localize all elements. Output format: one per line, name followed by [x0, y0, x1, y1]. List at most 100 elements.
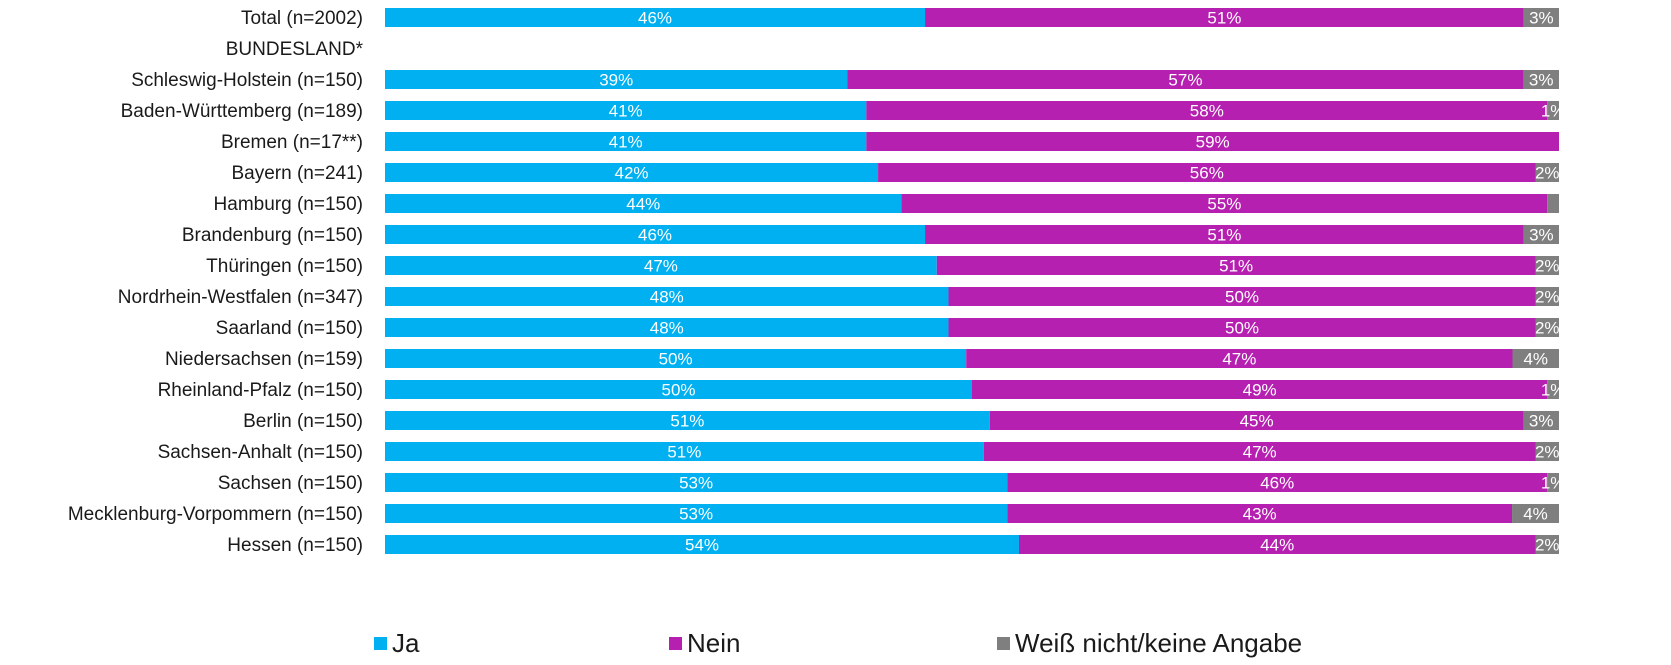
- bar-ja: [385, 442, 984, 461]
- bar-nein: [966, 349, 1513, 368]
- bar-ja: [385, 70, 848, 89]
- data-label-wei-nicht-keine-angabe: 2%: [1535, 257, 1560, 276]
- data-label-ja: 41%: [609, 133, 643, 152]
- bar-nein: [878, 163, 1536, 182]
- category-label: Saarland (n=150): [216, 318, 363, 339]
- category-label: Berlin (n=150): [243, 411, 363, 432]
- category-label: Hessen (n=150): [227, 535, 363, 556]
- bar-ja: [385, 411, 990, 430]
- bar-wei-nicht-keine-angabe: [1523, 411, 1559, 430]
- bar-nein: [925, 8, 1524, 27]
- legend: Ja Nein Weiß nicht/keine Angabe: [0, 628, 1671, 664]
- bar-wei-nicht-keine-angabe: [1547, 194, 1559, 213]
- data-label-wei-nicht-keine-angabe: 3%: [1529, 412, 1554, 431]
- legend-label-weiss-nicht: Weiß nicht/keine Angabe: [1015, 628, 1303, 658]
- category-label: Thüringen (n=150): [206, 256, 363, 277]
- data-label-ja: 51%: [667, 443, 701, 462]
- category-label: Hamburg (n=150): [214, 194, 363, 215]
- bar-ja: [385, 8, 926, 27]
- category-label: Niedersachsen (n=159): [165, 349, 363, 370]
- bar-wei-nicht-keine-angabe: [1535, 535, 1559, 554]
- bar-ja: [385, 101, 867, 120]
- bar-wei-nicht-keine-angabe: [1547, 473, 1559, 492]
- bar-ja: [385, 504, 1008, 523]
- bar-nein: [847, 70, 1524, 89]
- legend-swatch-weiss-nicht: [997, 637, 1010, 650]
- category-label: Brandenburg (n=150): [182, 225, 363, 246]
- bar-wei-nicht-keine-angabe: [1535, 287, 1559, 306]
- bar-wei-nicht-keine-angabe: [1523, 70, 1559, 89]
- bar-ja: [385, 132, 867, 151]
- legend-item-nein: Nein: [669, 628, 740, 659]
- data-label-nein: 51%: [1207, 226, 1241, 245]
- data-label-ja: 54%: [685, 536, 719, 555]
- data-label-wei-nicht-keine-angabe: 1%: [1541, 474, 1566, 493]
- bar-ja: [385, 225, 926, 244]
- data-label-nein: 47%: [1222, 350, 1256, 369]
- bar-nein: [948, 318, 1536, 337]
- bar-nein: [936, 256, 1536, 275]
- bar-wei-nicht-keine-angabe: [1535, 163, 1559, 182]
- bar-nein: [925, 225, 1524, 244]
- category-label: Rheinland-Pfalz (n=150): [158, 380, 363, 401]
- category-label: Schleswig-Holstein (n=150): [131, 70, 363, 91]
- category-label: Sachsen-Anhalt (n=150): [158, 442, 363, 463]
- bar-nein: [1018, 535, 1536, 554]
- data-label-nein: 50%: [1225, 319, 1259, 338]
- data-label-wei-nicht-keine-angabe: 1%: [1541, 381, 1566, 400]
- bar-ja: [385, 349, 967, 368]
- data-label-ja: 48%: [650, 288, 684, 307]
- data-label-nein: 51%: [1219, 257, 1253, 276]
- data-label-nein: 59%: [1196, 133, 1230, 152]
- stacked-bar-chart: Total (n=2002) 46% 51% 3% BUNDESLAND* Schlesw…: [67, 8, 1566, 556]
- category-label: BUNDESLAND*: [226, 39, 364, 60]
- data-label-ja: 50%: [659, 350, 693, 369]
- bar-wei-nicht-keine-angabe: [1523, 8, 1559, 27]
- bar-nein: [948, 287, 1536, 306]
- data-label-ja: 44%: [626, 195, 660, 214]
- bar-ja: [385, 287, 949, 306]
- data-label-nein: 43%: [1243, 505, 1277, 524]
- data-label-nein: 55%: [1207, 195, 1241, 214]
- data-label-ja: 42%: [615, 164, 649, 183]
- data-label-wei-nicht-keine-angabe: 4%: [1523, 505, 1548, 524]
- bar-wei-nicht-keine-angabe: [1547, 380, 1559, 399]
- legend-swatch-ja: [374, 637, 387, 650]
- category-label: Mecklenburg-Vorpommern (n=150): [68, 504, 363, 525]
- legend-label-ja: Ja: [392, 628, 420, 658]
- data-label-ja: 39%: [599, 71, 633, 90]
- data-label-nein: 49%: [1243, 381, 1277, 400]
- bar-ja: [385, 256, 937, 275]
- data-label-ja: 41%: [609, 102, 643, 121]
- data-label-ja: 48%: [650, 319, 684, 338]
- legend-item-weiss-nicht: Weiß nicht/keine Angabe: [997, 628, 1302, 659]
- data-label-nein: 51%: [1207, 9, 1241, 28]
- bar-wei-nicht-keine-angabe: [1547, 101, 1559, 120]
- bar-nein: [972, 380, 1548, 399]
- data-label-wei-nicht-keine-angabe: 1%: [1541, 102, 1566, 121]
- category-label: Sachsen (n=150): [218, 473, 363, 494]
- bar-ja: [385, 380, 972, 399]
- legend-item-ja: Ja: [374, 628, 419, 659]
- data-label-wei-nicht-keine-angabe: 3%: [1529, 9, 1554, 28]
- legend-label-nein: Nein: [687, 628, 741, 658]
- bar-nein: [1007, 504, 1513, 523]
- category-label: Bremen (n=17**): [221, 132, 363, 153]
- data-label-ja: 53%: [679, 474, 713, 493]
- data-label-nein: 46%: [1260, 474, 1294, 493]
- data-label-nein: 47%: [1243, 443, 1277, 462]
- bar-nein: [866, 132, 1559, 151]
- data-label-nein: 56%: [1190, 164, 1224, 183]
- data-label-ja: 53%: [679, 505, 713, 524]
- data-label-wei-nicht-keine-angabe: 2%: [1535, 288, 1560, 307]
- bar-ja: [385, 194, 902, 213]
- bar-ja: [385, 318, 949, 337]
- bar-ja: [385, 163, 879, 182]
- bar-wei-nicht-keine-angabe: [1535, 256, 1559, 275]
- bar-ja: [385, 535, 1019, 554]
- bar-wei-nicht-keine-angabe: [1535, 318, 1559, 337]
- bar-wei-nicht-keine-angabe: [1523, 225, 1559, 244]
- data-label-wei-nicht-keine-angabe: 2%: [1535, 443, 1560, 462]
- data-label-wei-nicht-keine-angabe: 2%: [1535, 536, 1560, 555]
- data-label-ja: 50%: [661, 381, 695, 400]
